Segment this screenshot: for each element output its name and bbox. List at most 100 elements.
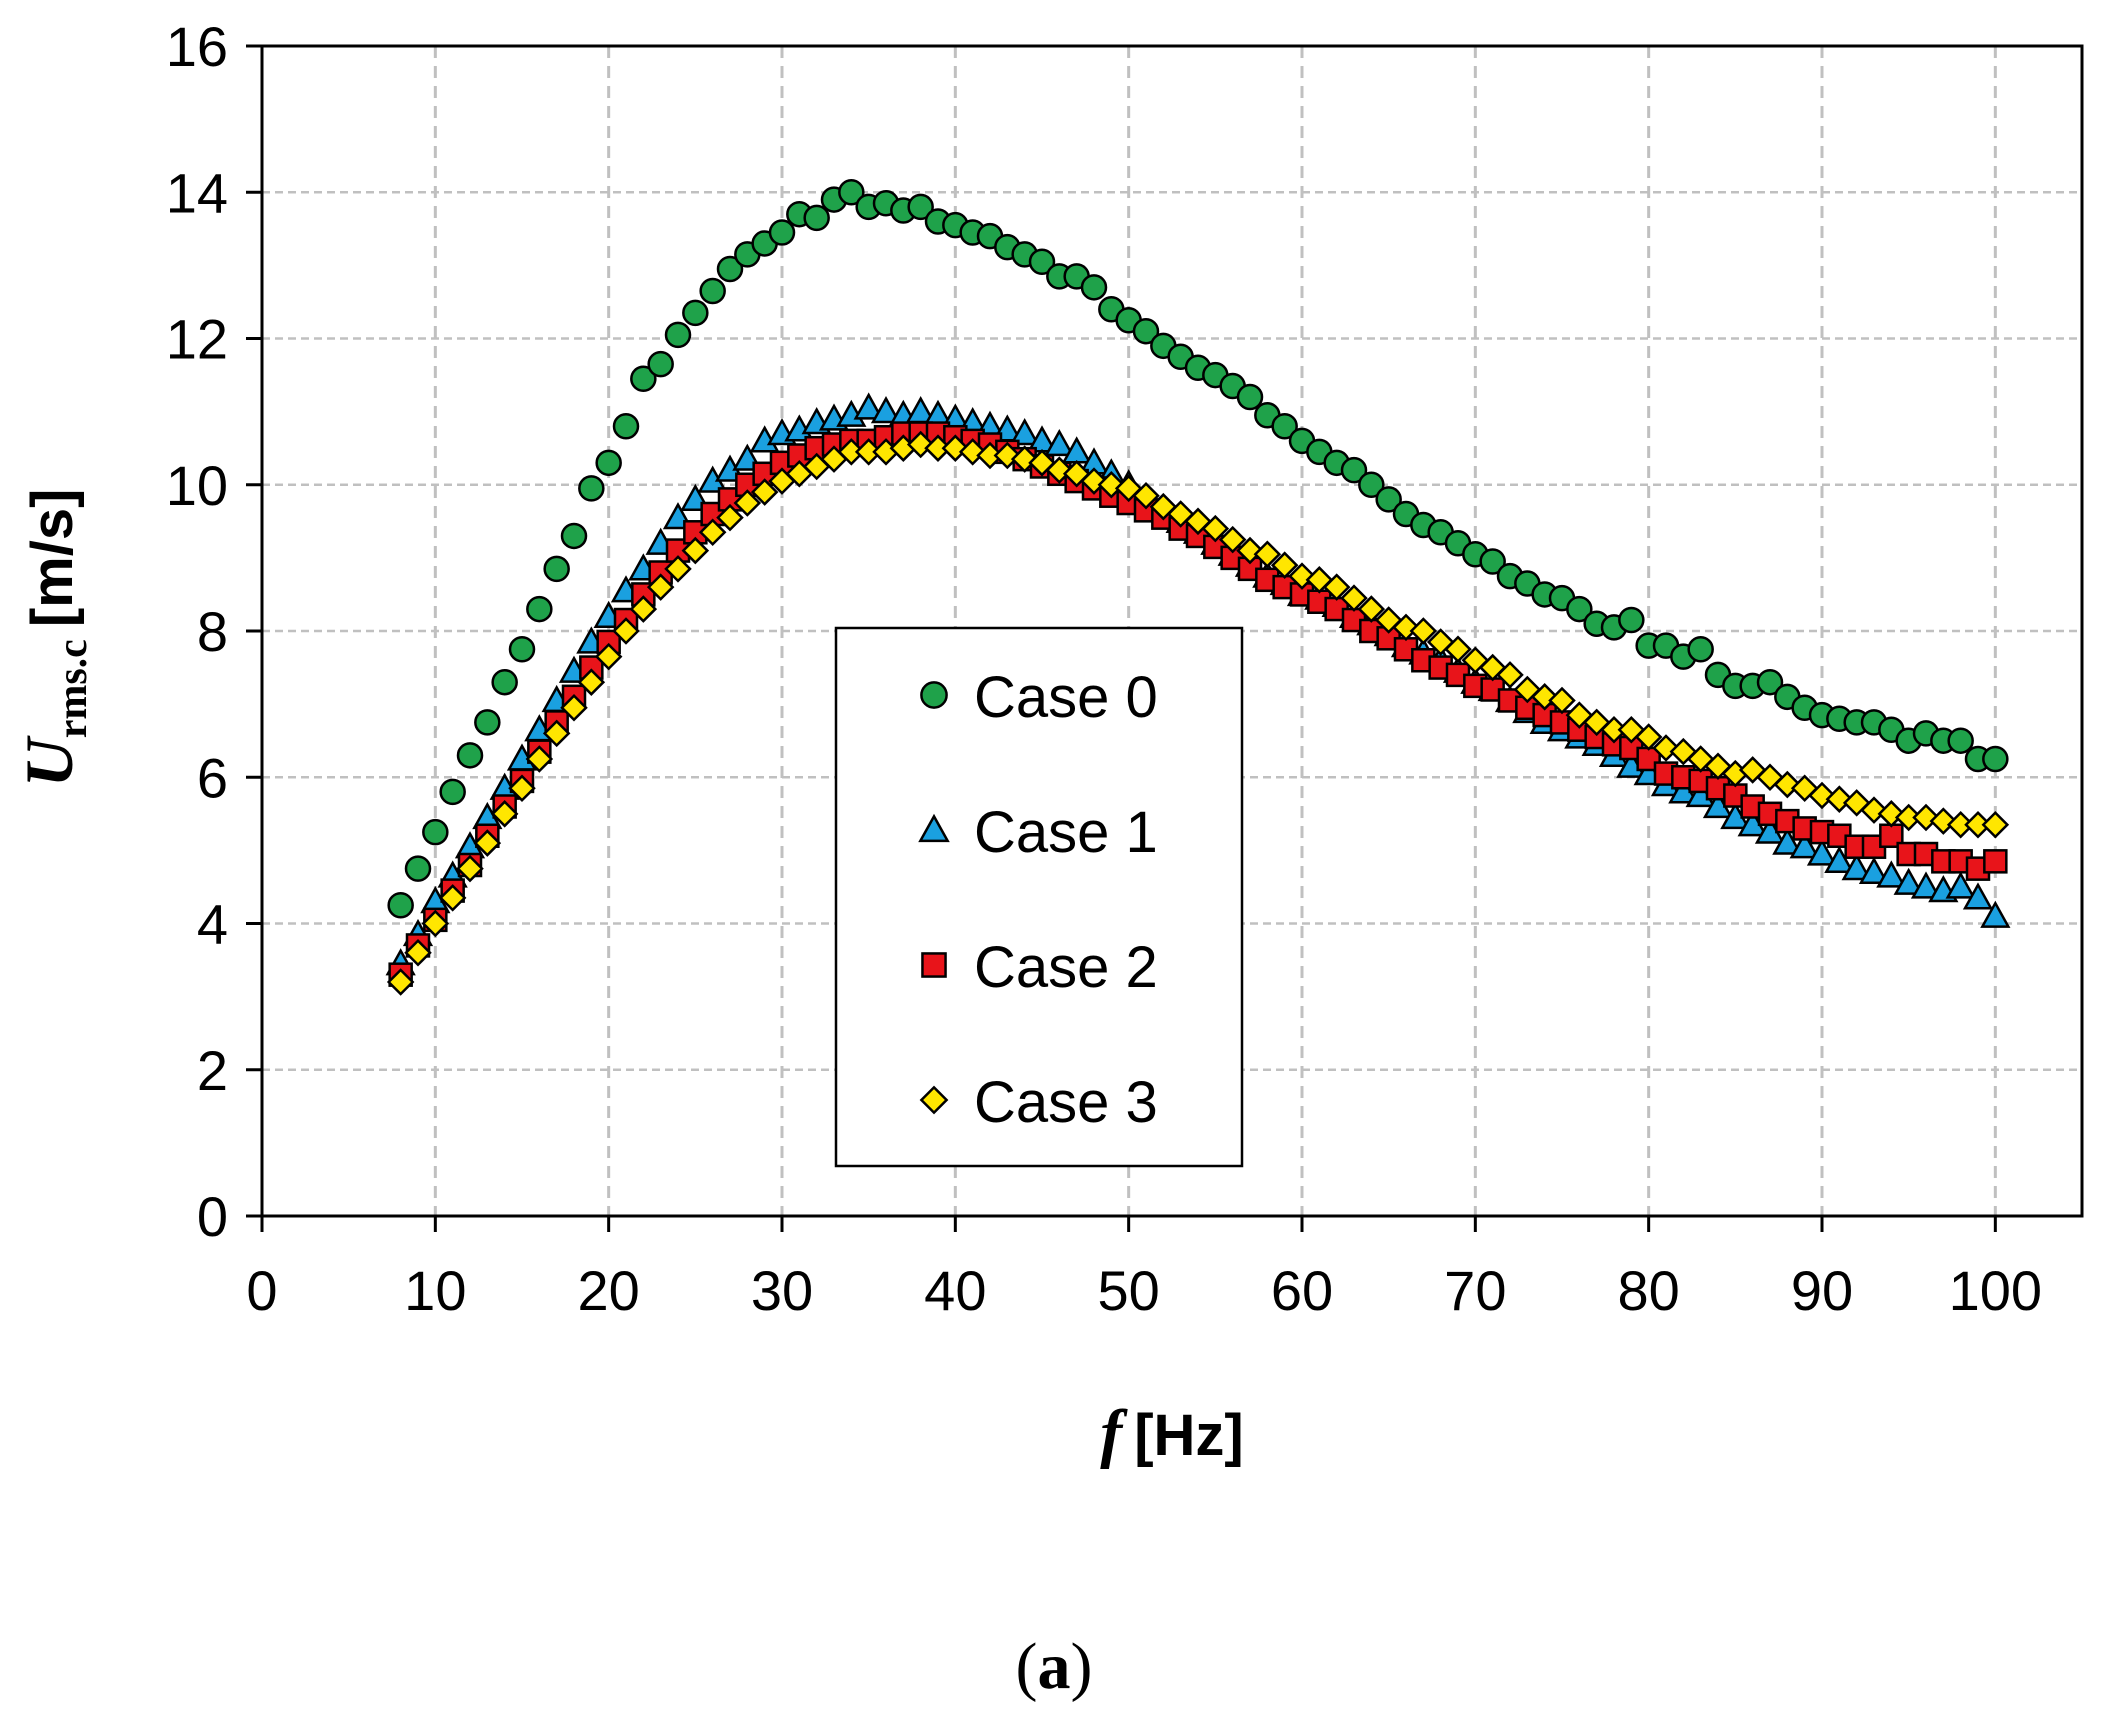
point-case-1-f36 — [870, 396, 902, 424]
x-tick-label-90: 90 — [1791, 1259, 1853, 1322]
point-case-0-f24 — [664, 321, 692, 349]
point-case-1-f89 — [1789, 831, 1820, 859]
point-case-0-f23 — [647, 350, 674, 378]
legend-box — [834, 626, 1244, 1168]
series-case-3 — [386, 430, 2010, 996]
point-case-0-f59 — [1271, 413, 1298, 440]
x-axis-title: f [Hz] — [1100, 1397, 1244, 1470]
y-tick-label-16: 16 — [166, 15, 228, 78]
point-case-3-f69 — [1444, 635, 1472, 664]
point-case-3-f14 — [490, 800, 519, 828]
point-case-0-f64 — [1358, 471, 1385, 498]
y-tick-label-0: 0 — [197, 1185, 228, 1248]
point-case-3-f27 — [716, 503, 744, 532]
point-case-0-f18 — [560, 522, 588, 550]
point-case-0-f45 — [1028, 248, 1056, 275]
x-tick-label-0: 0 — [246, 1259, 277, 1322]
point-case-3-f56 — [1218, 525, 1247, 554]
caption-letter: a — [1038, 1630, 1071, 1703]
point-case-3-f18 — [560, 694, 588, 722]
legend: Case 0 Case 1 Case 2 Case 3 — [834, 626, 1244, 1168]
point-case-3-f62 — [1322, 573, 1351, 601]
point-case-0-f57 — [1236, 383, 1264, 411]
legend-markers — [918, 681, 950, 1115]
point-case-1-f92 — [1841, 853, 1872, 881]
point-case-0-f22 — [630, 365, 657, 392]
point-case-0-f63 — [1340, 456, 1368, 484]
x-tick-label-70: 70 — [1444, 1259, 1506, 1322]
point-case-3-f26 — [698, 518, 727, 547]
legend-marker-case-2 — [921, 952, 947, 978]
legend-label-case-0: Case 0 — [974, 665, 1158, 730]
legend-marker-case-0 — [920, 681, 948, 709]
point-case-3-f25 — [681, 536, 710, 565]
point-case-3-f9 — [404, 938, 432, 967]
point-case-0-f87 — [1756, 668, 1784, 696]
point-case-3-f11 — [438, 884, 467, 912]
point-case-1-f100 — [1980, 900, 2011, 928]
point-case-0-f14 — [491, 668, 518, 696]
point-case-3-f22 — [629, 595, 658, 623]
data-series — [385, 179, 2011, 996]
x-tick-label-100: 100 — [1949, 1259, 2042, 1322]
point-case-3-f20 — [594, 642, 623, 671]
point-case-3-f8 — [386, 968, 415, 996]
legend-label-case-2: Case 2 — [974, 935, 1158, 1000]
point-case-0-f16 — [526, 595, 553, 623]
point-case-0-f76 — [1566, 595, 1593, 623]
point-case-3-f64 — [1357, 595, 1386, 623]
point-case-0-f13 — [474, 709, 501, 736]
point-case-0-f34 — [838, 179, 865, 206]
point-case-1-f46 — [1044, 428, 1075, 457]
point-case-3-f24 — [664, 555, 692, 583]
point-case-3-f23 — [646, 573, 675, 601]
point-case-3-f63 — [1340, 584, 1368, 612]
point-case-3-f12 — [456, 854, 484, 883]
point-case-3-f55 — [1201, 514, 1230, 543]
point-case-0-f30 — [768, 219, 796, 246]
x-tick-label-40: 40 — [924, 1259, 986, 1322]
x-tick-label-80: 80 — [1618, 1259, 1680, 1322]
point-case-0-f51 — [1132, 317, 1160, 345]
legend-marker-case-1 — [918, 813, 950, 843]
point-case-0-f100 — [1982, 745, 2009, 773]
y-tick-label-14: 14 — [166, 161, 228, 224]
point-case-3-f59 — [1270, 551, 1299, 579]
point-case-1-f94 — [1876, 860, 1907, 888]
point-case-0-f98 — [1947, 727, 1974, 754]
point-case-3-f58 — [1253, 540, 1282, 568]
y-tick-label-10: 10 — [166, 454, 228, 517]
point-case-0-f11 — [439, 778, 466, 806]
point-case-3-f15 — [508, 774, 536, 802]
point-case-1-f35 — [853, 392, 884, 420]
point-case-0-f71 — [1479, 548, 1506, 575]
point-case-1-f95 — [1893, 867, 1924, 895]
point-case-3-f75 — [1548, 686, 1576, 715]
x-tick-label-10: 10 — [404, 1259, 466, 1322]
y-tick-label-2: 2 — [197, 1039, 228, 1102]
point-case-3-f29 — [750, 478, 779, 506]
point-case-0-f20 — [595, 449, 622, 477]
legend-label-case-3: Case 3 — [974, 1070, 1158, 1135]
point-case-0-f83 — [1687, 636, 1714, 663]
y-axis-symbol: U — [11, 734, 87, 787]
point-case-3-f13 — [473, 829, 502, 857]
point-case-0-f12 — [456, 742, 484, 769]
point-case-3-f10 — [421, 909, 450, 938]
point-case-0-f17 — [543, 555, 570, 583]
point-case-3-f28 — [733, 489, 762, 517]
point-case-0-f15 — [508, 636, 536, 663]
x-tick-label-20: 20 — [578, 1259, 640, 1322]
point-case-0-f8 — [387, 891, 414, 919]
point-case-0-f9 — [404, 855, 432, 882]
point-case-0-f65 — [1375, 486, 1402, 513]
point-case-0-f19 — [578, 475, 605, 502]
point-case-3-f100 — [1981, 811, 2010, 839]
legend-marker-case-3 — [919, 1085, 949, 1115]
x-tick-label-30: 30 — [751, 1259, 813, 1322]
y-tick-label-4: 4 — [197, 893, 228, 956]
point-case-0-f79 — [1618, 606, 1645, 634]
point-case-0-f26 — [699, 277, 726, 305]
y-axis-title: Urms.c [m/s] — [11, 489, 96, 788]
